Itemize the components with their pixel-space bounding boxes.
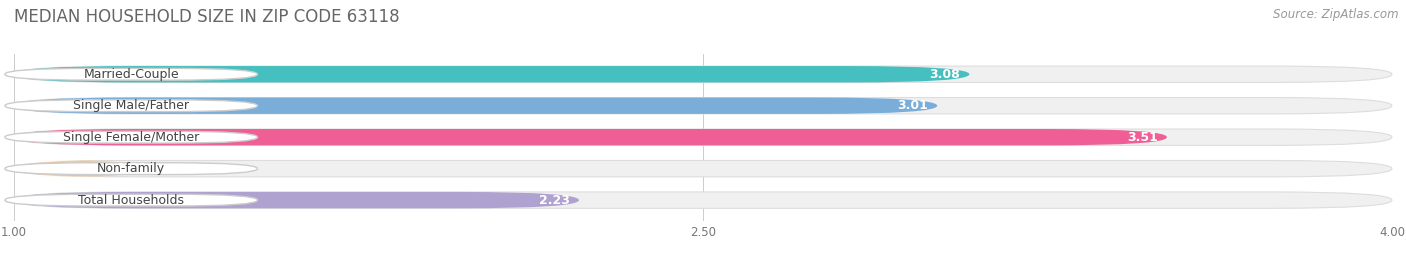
FancyBboxPatch shape xyxy=(14,66,1392,82)
FancyBboxPatch shape xyxy=(4,131,257,143)
Text: Source: ZipAtlas.com: Source: ZipAtlas.com xyxy=(1274,8,1399,21)
Text: 1.31: 1.31 xyxy=(117,162,148,175)
Text: Single Male/Father: Single Male/Father xyxy=(73,99,190,112)
Text: Married-Couple: Married-Couple xyxy=(83,68,179,81)
Text: 3.51: 3.51 xyxy=(1126,131,1157,144)
Text: 2.23: 2.23 xyxy=(538,194,569,207)
Text: 3.08: 3.08 xyxy=(929,68,960,81)
FancyBboxPatch shape xyxy=(14,192,1392,208)
FancyBboxPatch shape xyxy=(14,66,969,82)
FancyBboxPatch shape xyxy=(14,98,938,114)
Text: Non-family: Non-family xyxy=(97,162,166,175)
FancyBboxPatch shape xyxy=(4,68,257,80)
FancyBboxPatch shape xyxy=(14,129,1167,145)
FancyBboxPatch shape xyxy=(4,163,257,175)
FancyBboxPatch shape xyxy=(4,194,257,206)
Text: 3.01: 3.01 xyxy=(897,99,928,112)
FancyBboxPatch shape xyxy=(4,100,257,112)
FancyBboxPatch shape xyxy=(14,161,156,177)
Text: Total Households: Total Households xyxy=(79,194,184,207)
Text: Single Female/Mother: Single Female/Mother xyxy=(63,131,200,144)
FancyBboxPatch shape xyxy=(14,98,1392,114)
Text: MEDIAN HOUSEHOLD SIZE IN ZIP CODE 63118: MEDIAN HOUSEHOLD SIZE IN ZIP CODE 63118 xyxy=(14,8,399,26)
FancyBboxPatch shape xyxy=(14,161,1392,177)
FancyBboxPatch shape xyxy=(14,129,1392,145)
FancyBboxPatch shape xyxy=(14,192,579,208)
